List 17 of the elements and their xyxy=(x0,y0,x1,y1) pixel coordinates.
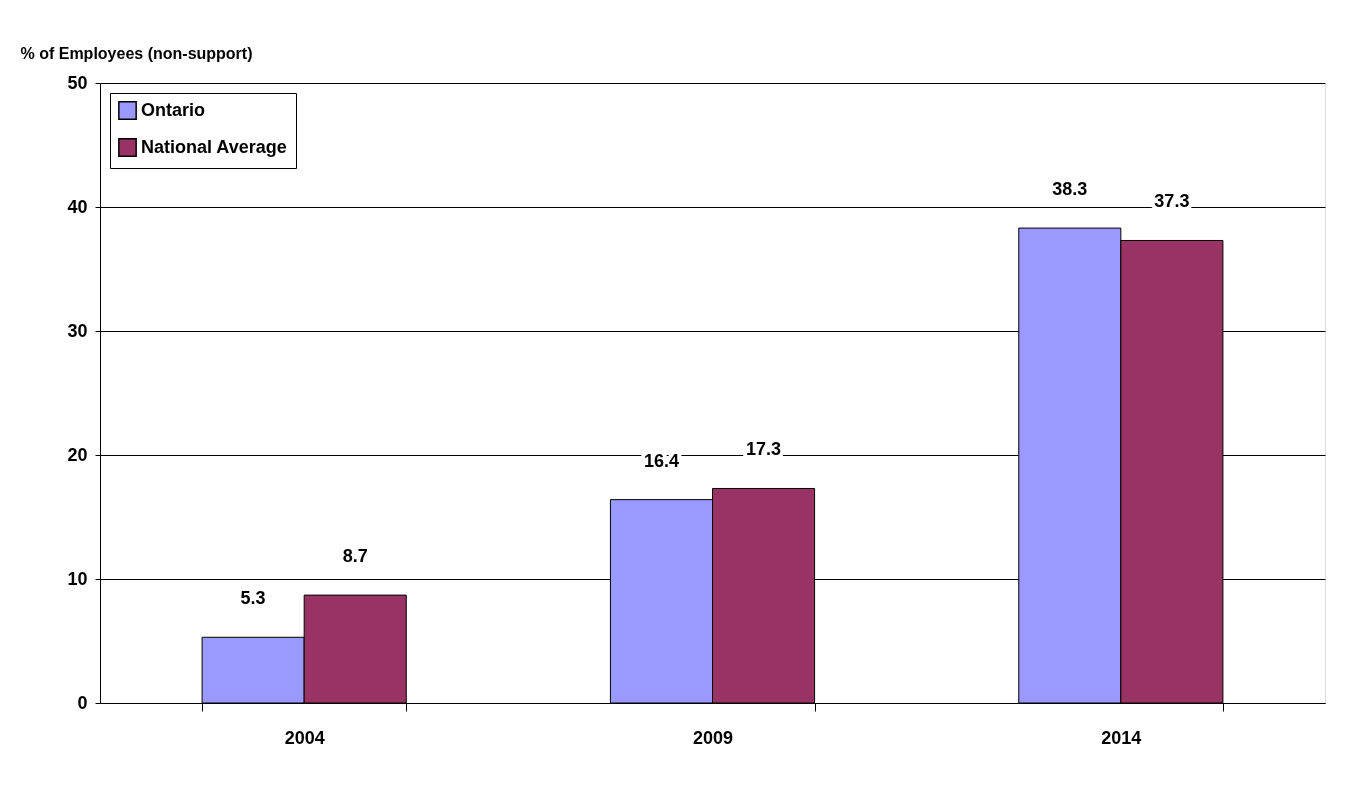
data-label: 5.3 xyxy=(240,588,266,609)
y-tick-label: 50 xyxy=(67,72,88,93)
y-tick-label: 0 xyxy=(77,692,88,713)
data-label: 8.7 xyxy=(342,546,368,567)
legend-label: Ontario xyxy=(141,99,206,120)
y-tick-label: 20 xyxy=(67,444,88,465)
y-tick-label: 10 xyxy=(67,568,88,589)
data-label: 17.3 xyxy=(746,439,782,460)
y-tick-label: 40 xyxy=(67,196,88,217)
y-tick-label: 30 xyxy=(67,320,88,341)
y-axis-title: % of Employees (non-support) xyxy=(20,44,253,62)
data-label: 38.3 xyxy=(1052,179,1088,200)
data-label: 37.3 xyxy=(1154,191,1190,212)
x-tick-label: 2009 xyxy=(692,727,734,748)
x-tick-label: 2014 xyxy=(1101,727,1142,748)
legend-label: National Average xyxy=(141,136,287,157)
x-tick-label: 2004 xyxy=(284,727,325,748)
